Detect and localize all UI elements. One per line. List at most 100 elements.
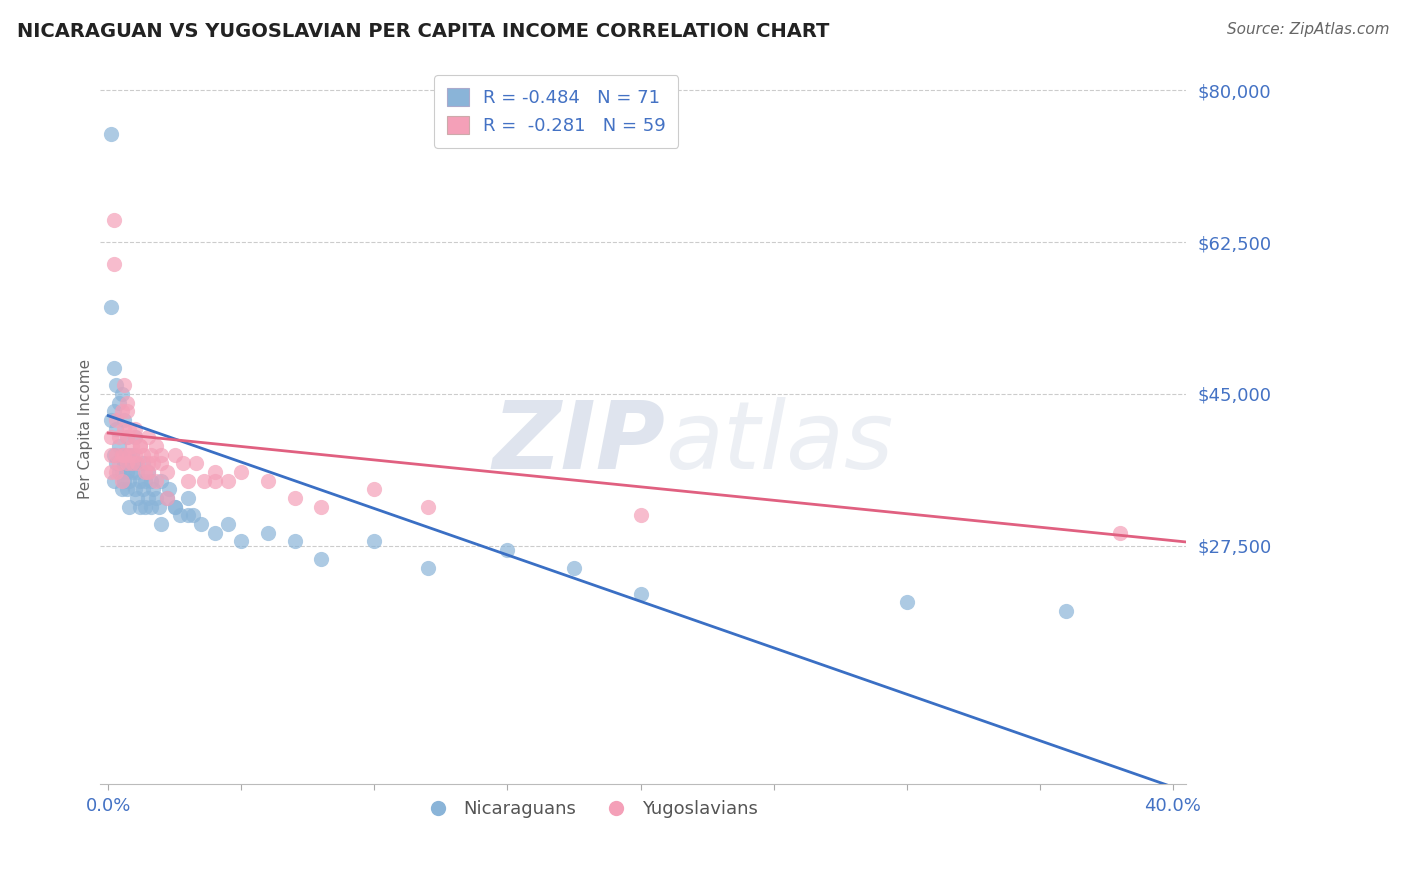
Point <box>118 422 141 436</box>
Point <box>204 525 226 540</box>
Point <box>110 474 132 488</box>
Point <box>156 491 179 505</box>
Point <box>156 465 179 479</box>
Point <box>105 465 128 479</box>
Point <box>115 430 138 444</box>
Point <box>217 517 239 532</box>
Point <box>105 378 128 392</box>
Point <box>177 491 200 505</box>
Point <box>163 500 186 514</box>
Point <box>115 404 138 418</box>
Point <box>132 483 155 497</box>
Point <box>309 552 332 566</box>
Point <box>150 448 173 462</box>
Point <box>127 457 149 471</box>
Point <box>1108 525 1130 540</box>
Point <box>139 448 162 462</box>
Point <box>630 508 652 523</box>
Point <box>110 448 132 462</box>
Point <box>100 413 122 427</box>
Point <box>115 430 138 444</box>
Point <box>231 465 253 479</box>
Point <box>103 404 125 418</box>
Point <box>121 448 143 462</box>
Point <box>129 439 152 453</box>
Point <box>132 448 155 462</box>
Point <box>204 465 226 479</box>
Point <box>118 474 141 488</box>
Point <box>193 474 215 488</box>
Point <box>100 127 122 141</box>
Point <box>112 474 135 488</box>
Text: NICARAGUAN VS YUGOSLAVIAN PER CAPITA INCOME CORRELATION CHART: NICARAGUAN VS YUGOSLAVIAN PER CAPITA INC… <box>17 22 830 41</box>
Point <box>118 448 141 462</box>
Point <box>416 500 439 514</box>
Point <box>163 448 186 462</box>
Point <box>121 439 143 453</box>
Point <box>121 457 143 471</box>
Y-axis label: Per Capita Income: Per Capita Income <box>79 359 93 499</box>
Text: ZIP: ZIP <box>492 397 665 489</box>
Point <box>136 457 159 471</box>
Point <box>142 457 165 471</box>
Legend: Nicaraguans, Yugoslavians: Nicaraguans, Yugoslavians <box>413 793 765 825</box>
Point <box>896 595 918 609</box>
Point <box>177 508 200 523</box>
Point <box>134 500 156 514</box>
Point <box>129 439 152 453</box>
Point <box>132 457 155 471</box>
Point <box>136 465 159 479</box>
Point <box>112 378 135 392</box>
Point <box>145 439 167 453</box>
Point <box>184 457 207 471</box>
Point <box>150 517 173 532</box>
Point <box>103 213 125 227</box>
Point <box>129 474 152 488</box>
Point <box>112 422 135 436</box>
Point <box>156 491 179 505</box>
Point <box>115 483 138 497</box>
Point <box>110 483 132 497</box>
Point <box>630 586 652 600</box>
Point <box>115 457 138 471</box>
Point <box>145 474 167 488</box>
Point <box>150 474 173 488</box>
Point <box>127 491 149 505</box>
Point <box>145 491 167 505</box>
Point <box>124 430 146 444</box>
Point <box>118 500 141 514</box>
Point <box>108 457 131 471</box>
Point <box>112 457 135 471</box>
Point <box>169 508 191 523</box>
Point <box>139 500 162 514</box>
Point <box>100 448 122 462</box>
Point <box>124 448 146 462</box>
Point <box>190 517 212 532</box>
Point <box>136 465 159 479</box>
Point <box>103 448 125 462</box>
Point <box>283 534 305 549</box>
Point <box>105 457 128 471</box>
Point <box>115 448 138 462</box>
Point <box>177 474 200 488</box>
Point <box>115 395 138 409</box>
Point <box>142 483 165 497</box>
Point <box>115 465 138 479</box>
Point <box>112 448 135 462</box>
Point <box>124 422 146 436</box>
Point <box>100 465 122 479</box>
Point <box>110 465 132 479</box>
Point <box>217 474 239 488</box>
Point <box>163 500 186 514</box>
Point <box>257 474 280 488</box>
Point <box>1054 604 1077 618</box>
Point <box>121 465 143 479</box>
Point <box>103 257 125 271</box>
Text: atlas: atlas <box>665 398 893 489</box>
Point <box>118 457 141 471</box>
Point <box>148 500 170 514</box>
Point <box>416 560 439 574</box>
Point <box>103 361 125 376</box>
Point <box>100 300 122 314</box>
Point <box>105 448 128 462</box>
